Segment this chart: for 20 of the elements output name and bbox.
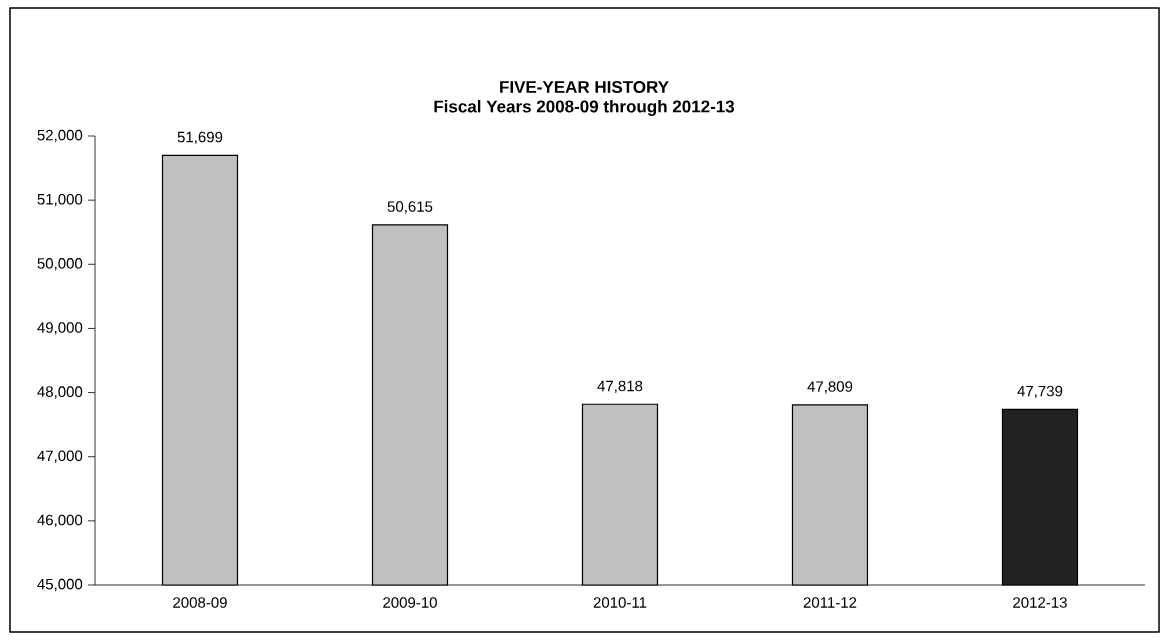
- y-tick-label: 51,000: [37, 193, 83, 207]
- y-tick-label: 47,000: [37, 450, 83, 463]
- chart-subtitle: Fiscal Years 2008-09 through 2012-13: [434, 100, 735, 116]
- chart-title: FIVE-YEAR HISTORY: [500, 80, 669, 94]
- data-label: 51,699: [177, 131, 223, 145]
- data-label: 50,615: [387, 201, 433, 214]
- y-tick-label: 49,000: [37, 322, 83, 335]
- y-tick-label: 46,000: [37, 514, 83, 528]
- x-tick-label: 2011-12: [803, 597, 857, 608]
- data-label: 47,739: [1017, 385, 1063, 399]
- data-label: 47,809: [807, 381, 853, 394]
- y-tick-label: 45,000: [37, 578, 83, 592]
- y-tick-label: 48,000: [37, 386, 83, 399]
- x-tick-label: 2008-09: [173, 597, 227, 608]
- x-tick-label: 2010-11: [593, 597, 647, 608]
- y-tick-label: 50,000: [37, 258, 83, 271]
- x-tick-label: 2009-10: [383, 597, 437, 608]
- x-tick-label: 2012-13: [1013, 597, 1067, 608]
- y-tick-label: 52,000: [37, 129, 83, 143]
- data-label: 47,818: [597, 380, 643, 394]
